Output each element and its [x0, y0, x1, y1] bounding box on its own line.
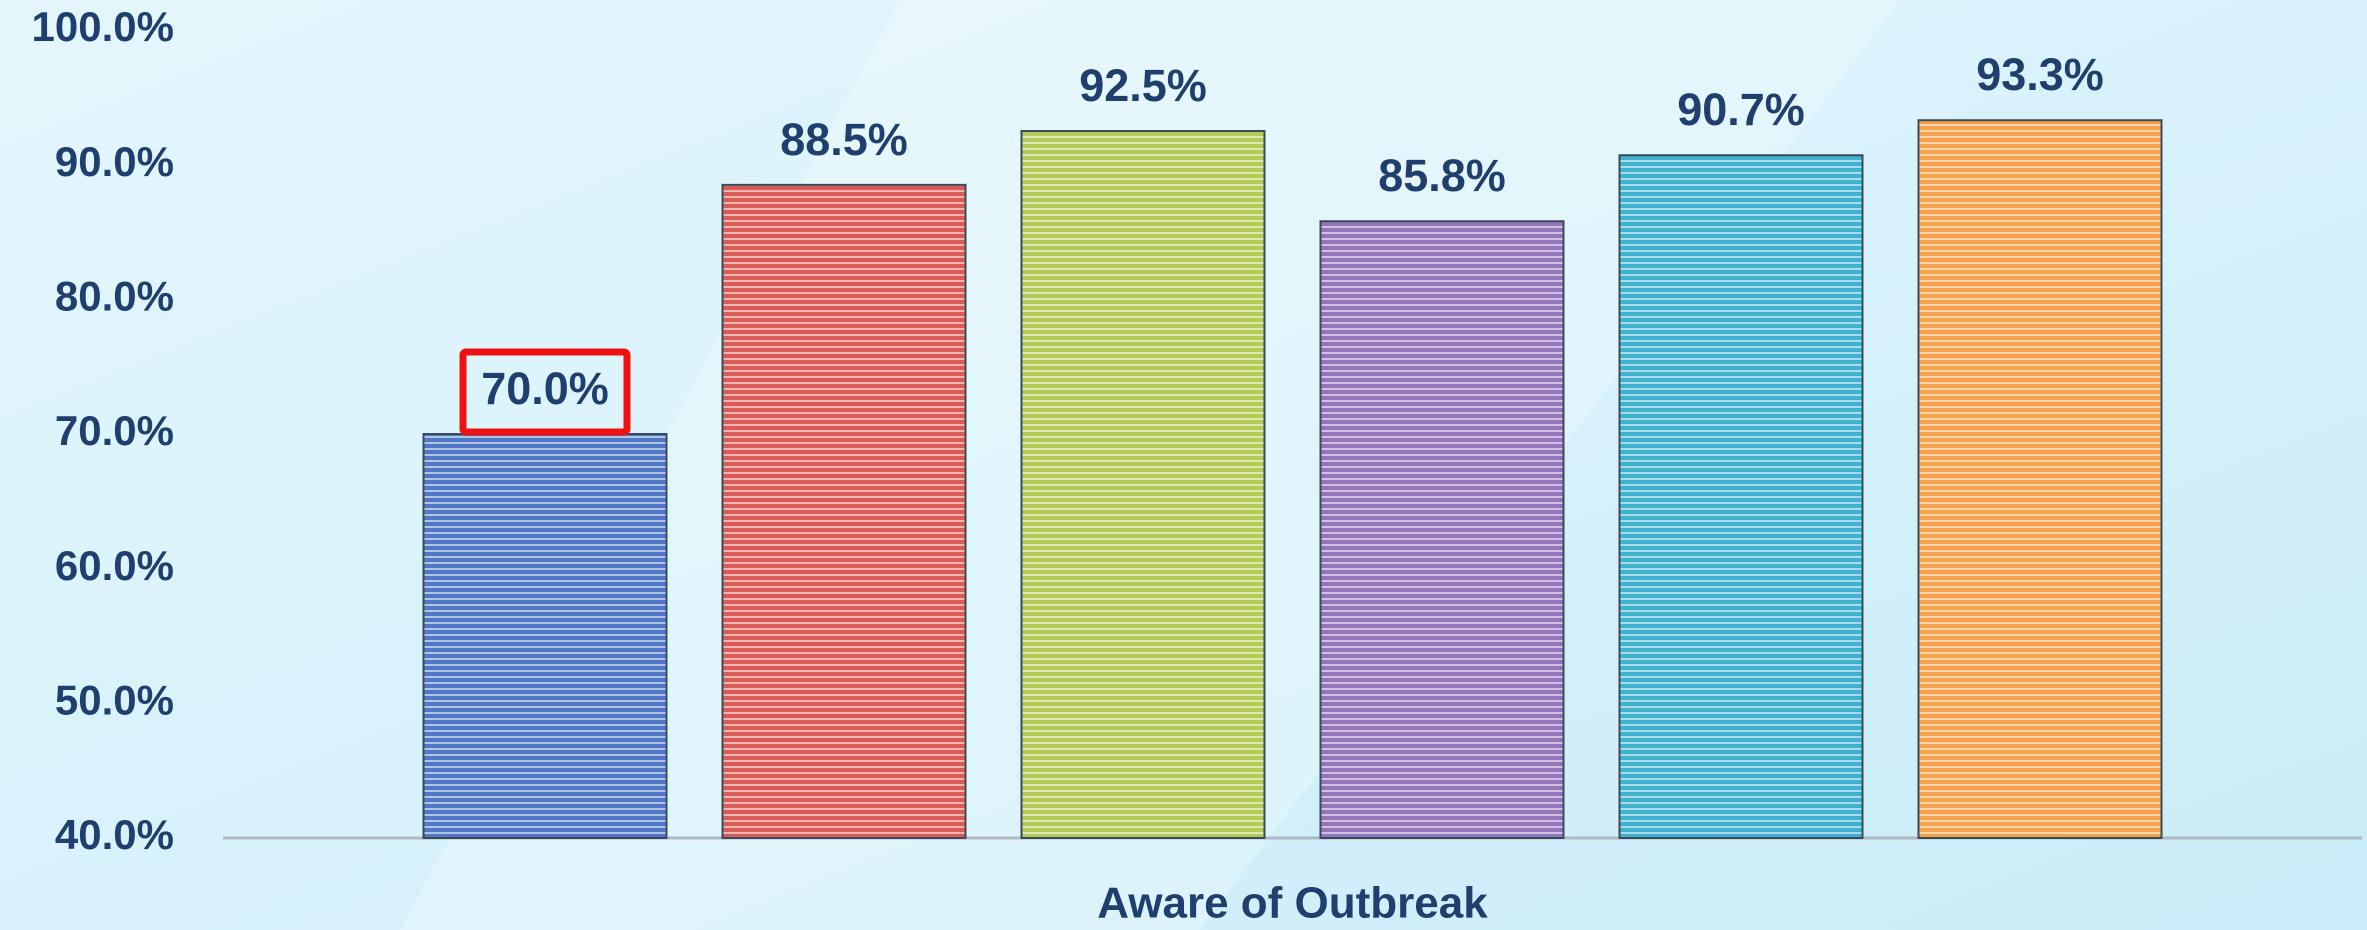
- bar: [422, 433, 668, 839]
- bar: [1319, 220, 1565, 839]
- data-label: 85.8%: [1378, 150, 1506, 201]
- bar: [1618, 154, 1864, 840]
- y-tick-label: 50.0%: [55, 676, 174, 723]
- data-label: 93.3%: [1976, 49, 2104, 100]
- data-label: 90.7%: [1677, 84, 1805, 135]
- y-tick-label: 100.0%: [32, 3, 174, 50]
- highlight-box: [459, 348, 631, 436]
- data-label: 92.5%: [1079, 60, 1207, 111]
- y-tick-label: 70.0%: [55, 407, 174, 454]
- y-tick-label: 80.0%: [55, 272, 174, 319]
- x-tick-label: Aware of Outbreak: [1097, 879, 1488, 928]
- y-tick-label: 90.0%: [55, 138, 174, 185]
- data-label: 88.5%: [780, 114, 908, 165]
- y-tick-label: 40.0%: [55, 811, 174, 858]
- y-tick-label: 60.0%: [55, 542, 174, 589]
- bar: [1917, 119, 2163, 839]
- data-label: 70.0%: [481, 363, 609, 414]
- bar: [721, 183, 967, 840]
- bar: [1020, 130, 1266, 839]
